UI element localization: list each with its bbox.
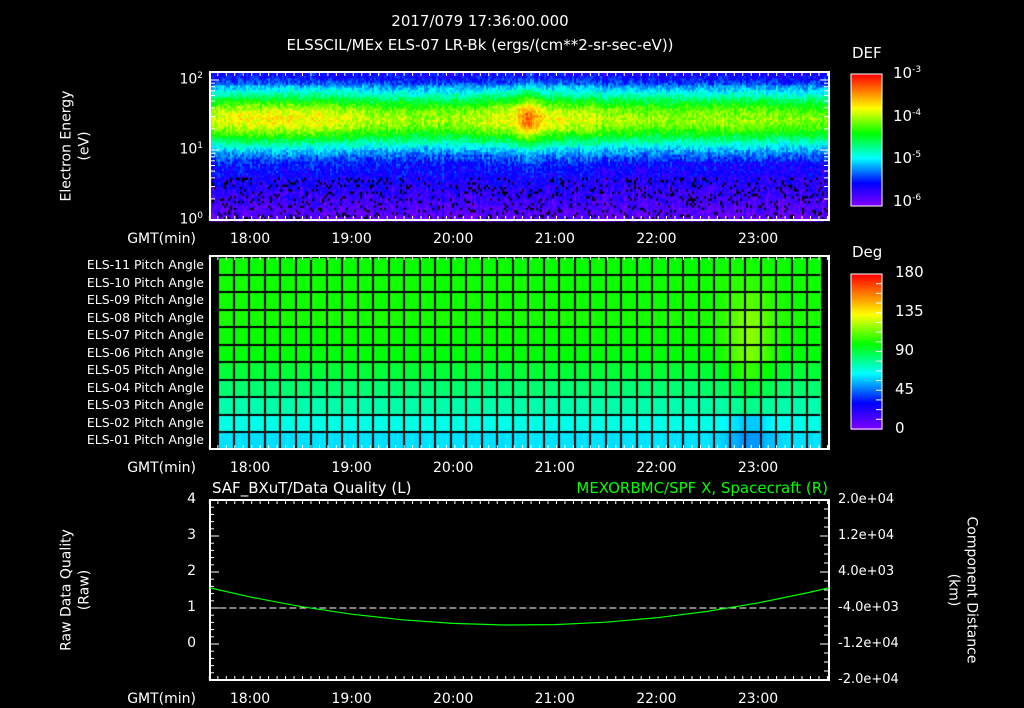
quality-axis-label: Raw Data Quality (Raw) xyxy=(58,529,93,651)
time-axis-label: GMT(min) xyxy=(127,231,196,247)
def-tick-label: 10-4 xyxy=(893,106,922,125)
pitch-row-label: ELS-01 Pitch Angle xyxy=(86,432,204,448)
time-tick-label: 23:00 xyxy=(737,231,779,247)
distance-tick-label: 2.0e+04 xyxy=(838,492,895,507)
def-tick-label: 10-5 xyxy=(893,149,922,167)
pitch-row-label: ELS-02 Pitch Angle xyxy=(86,414,204,430)
time-tick-label: 19:00 xyxy=(331,691,372,707)
distance-tick-label: -4.0e+03 xyxy=(838,600,899,615)
panel-frame xyxy=(209,499,830,681)
panel-frame xyxy=(209,255,830,450)
time-tick-label: 22:00 xyxy=(636,231,677,247)
deg-tick-label: 45 xyxy=(895,380,915,398)
def-colorbar-title: DEF xyxy=(852,44,882,62)
deg-tick-label: 135 xyxy=(895,302,924,320)
distance-tick-label: 1.2e+04 xyxy=(838,528,895,543)
pitch-row-label: ELS-07 Pitch Angle xyxy=(86,327,204,343)
energy-tick-label: 102 xyxy=(179,70,203,88)
time-tick-label: 22:00 xyxy=(636,691,677,707)
pitch-row-label: ELS-08 Pitch Angle xyxy=(86,309,204,325)
time-tick-label: 18:00 xyxy=(229,460,271,476)
pitch-row-label: ELS-11 Pitch Angle xyxy=(86,257,204,272)
quality-tick-label: 1 xyxy=(187,599,196,615)
pitch-row-label: ELS-05 Pitch Angle xyxy=(86,362,204,378)
deg-tick-label: 180 xyxy=(895,263,924,281)
time-tick-label: 21:00 xyxy=(534,231,575,247)
time-tick-label: 18:00 xyxy=(229,691,271,707)
pitch-row-label: ELS-03 Pitch Angle xyxy=(86,397,204,413)
distance-axis-label: Component Distance (km) xyxy=(946,516,980,664)
pitch-row-label: ELS-06 Pitch Angle xyxy=(86,344,204,360)
energy-tick-label: 101 xyxy=(179,140,203,158)
time-tick-label: 19:00 xyxy=(331,460,372,476)
plot-title: ELSSCIL/MEx ELS-07 LR-Bk (ergs/(cm**2-sr… xyxy=(286,36,674,54)
left-series-title: SAF_BXuT/Data Quality (L) xyxy=(212,479,412,497)
panel-frame xyxy=(209,71,830,221)
pitch-row-label: ELS-10 Pitch Angle xyxy=(86,274,204,290)
deg-tick-label: 0 xyxy=(895,419,905,437)
def-colorbar xyxy=(850,73,883,207)
pitch-row-label: ELS-04 Pitch Angle xyxy=(86,379,204,395)
pitch-row-label: ELS-09 Pitch Angle xyxy=(86,292,204,308)
energy-axis-label: Electron Energy (eV) xyxy=(58,90,93,202)
time-tick-label: 18:00 xyxy=(229,231,271,247)
right-series-title: MEXORBMC/SPF X, Spacecraft (R) xyxy=(576,479,828,497)
distance-tick-label: 4.0e+03 xyxy=(838,564,895,579)
def-tick-label: 10-6 xyxy=(893,191,922,210)
time-tick-label: 23:00 xyxy=(737,691,779,707)
time-axis-label: GMT(min) xyxy=(127,460,196,476)
deg-colorbar-title: Deg xyxy=(852,243,883,261)
deg-tick-label: 90 xyxy=(895,341,915,359)
def-tick-label: 10-3 xyxy=(893,64,922,82)
quality-tick-label: 0 xyxy=(187,635,196,651)
distance-tick-label: -1.2e+04 xyxy=(838,636,899,651)
quality-tick-label: 3 xyxy=(187,527,196,543)
time-axis-label: GMT(min) xyxy=(127,691,196,707)
time-tick-label: 19:00 xyxy=(331,231,372,247)
time-tick-label: 21:00 xyxy=(534,691,575,707)
time-tick-label: 22:00 xyxy=(636,460,677,476)
time-tick-label: 20:00 xyxy=(433,460,474,476)
time-tick-label: 20:00 xyxy=(433,231,474,247)
time-tick-label: 23:00 xyxy=(737,460,779,476)
spacecraft-x-line xyxy=(209,587,830,626)
plot-timestamp: 2017/079 17:36:00.000 xyxy=(391,12,569,30)
quality-tick-label: 2 xyxy=(187,563,196,579)
time-tick-label: 21:00 xyxy=(534,460,575,476)
time-tick-label: 20:00 xyxy=(433,691,474,707)
energy-tick-label: 100 xyxy=(179,211,203,228)
distance-tick-label: -2.0e+04 xyxy=(838,672,899,687)
quality-tick-label: 4 xyxy=(187,491,196,507)
